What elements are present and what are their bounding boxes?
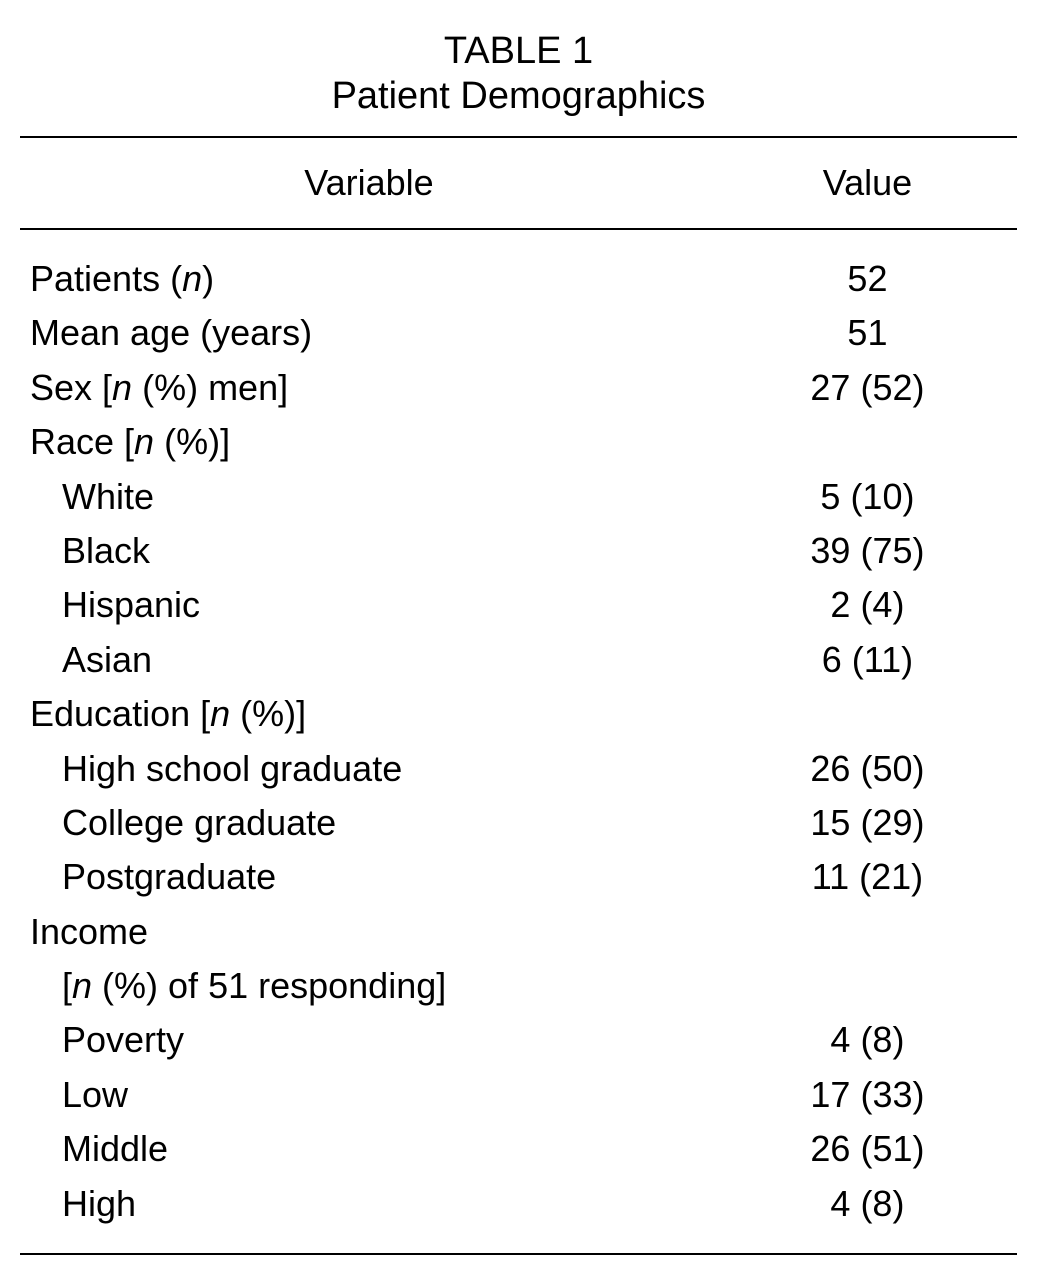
cell-variable: Sex [n (%) men]	[20, 361, 718, 415]
column-header-value: Value	[718, 137, 1017, 229]
cell-value: 4 (8)	[718, 1013, 1017, 1067]
cell-variable: [n (%) of 51 responding]	[20, 959, 718, 1013]
table-row: College graduate15 (29)	[20, 796, 1017, 850]
table-row: Black39 (75)	[20, 524, 1017, 578]
table-row: Asian6 (11)	[20, 633, 1017, 687]
cell-value: 26 (50)	[718, 742, 1017, 796]
table-body: Patients (n)52Mean age (years)51Sex [n (…	[20, 229, 1017, 1254]
cell-value	[718, 905, 1017, 959]
table-row: [n (%) of 51 responding]	[20, 959, 1017, 1013]
demographics-table: Variable Value Patients (n)52Mean age (y…	[20, 136, 1017, 1255]
demographics-table-container: TABLE 1 Patient Demographics Variable Va…	[20, 30, 1017, 1255]
table-row: Poverty4 (8)	[20, 1013, 1017, 1067]
cell-variable: Income	[20, 905, 718, 959]
cell-variable: College graduate	[20, 796, 718, 850]
cell-variable: High	[20, 1177, 718, 1254]
cell-value: 5 (10)	[718, 470, 1017, 524]
cell-variable: Race [n (%)]	[20, 415, 718, 469]
cell-variable: Poverty	[20, 1013, 718, 1067]
cell-value: 11 (21)	[718, 850, 1017, 904]
table-row: Middle26 (51)	[20, 1122, 1017, 1176]
table-title: Patient Demographics	[20, 75, 1017, 118]
cell-variable: Mean age (years)	[20, 306, 718, 360]
cell-value: 27 (52)	[718, 361, 1017, 415]
cell-variable: Black	[20, 524, 718, 578]
cell-variable: High school graduate	[20, 742, 718, 796]
cell-value: 15 (29)	[718, 796, 1017, 850]
cell-value: 17 (33)	[718, 1068, 1017, 1122]
table-row: Education [n (%)]	[20, 687, 1017, 741]
cell-variable: White	[20, 470, 718, 524]
cell-value: 2 (4)	[718, 578, 1017, 632]
table-row: Hispanic2 (4)	[20, 578, 1017, 632]
cell-variable: Education [n (%)]	[20, 687, 718, 741]
cell-value	[718, 415, 1017, 469]
cell-variable: Patients (n)	[20, 229, 718, 306]
cell-value: 6 (11)	[718, 633, 1017, 687]
table-header-row: Variable Value	[20, 137, 1017, 229]
cell-value: 4 (8)	[718, 1177, 1017, 1254]
table-row: High school graduate26 (50)	[20, 742, 1017, 796]
table-row: Patients (n)52	[20, 229, 1017, 306]
table-row: White5 (10)	[20, 470, 1017, 524]
table-row: Mean age (years)51	[20, 306, 1017, 360]
cell-variable: Middle	[20, 1122, 718, 1176]
cell-variable: Asian	[20, 633, 718, 687]
cell-value	[718, 687, 1017, 741]
table-row: High4 (8)	[20, 1177, 1017, 1254]
table-row: Postgraduate11 (21)	[20, 850, 1017, 904]
cell-value: 52	[718, 229, 1017, 306]
table-number: TABLE 1	[20, 30, 1017, 73]
cell-variable: Low	[20, 1068, 718, 1122]
table-row: Low17 (33)	[20, 1068, 1017, 1122]
cell-variable: Hispanic	[20, 578, 718, 632]
cell-value: 51	[718, 306, 1017, 360]
cell-value: 26 (51)	[718, 1122, 1017, 1176]
table-row: Income	[20, 905, 1017, 959]
cell-variable: Postgraduate	[20, 850, 718, 904]
table-row: Race [n (%)]	[20, 415, 1017, 469]
column-header-variable: Variable	[20, 137, 718, 229]
cell-value	[718, 959, 1017, 1013]
cell-value: 39 (75)	[718, 524, 1017, 578]
table-row: Sex [n (%) men]27 (52)	[20, 361, 1017, 415]
